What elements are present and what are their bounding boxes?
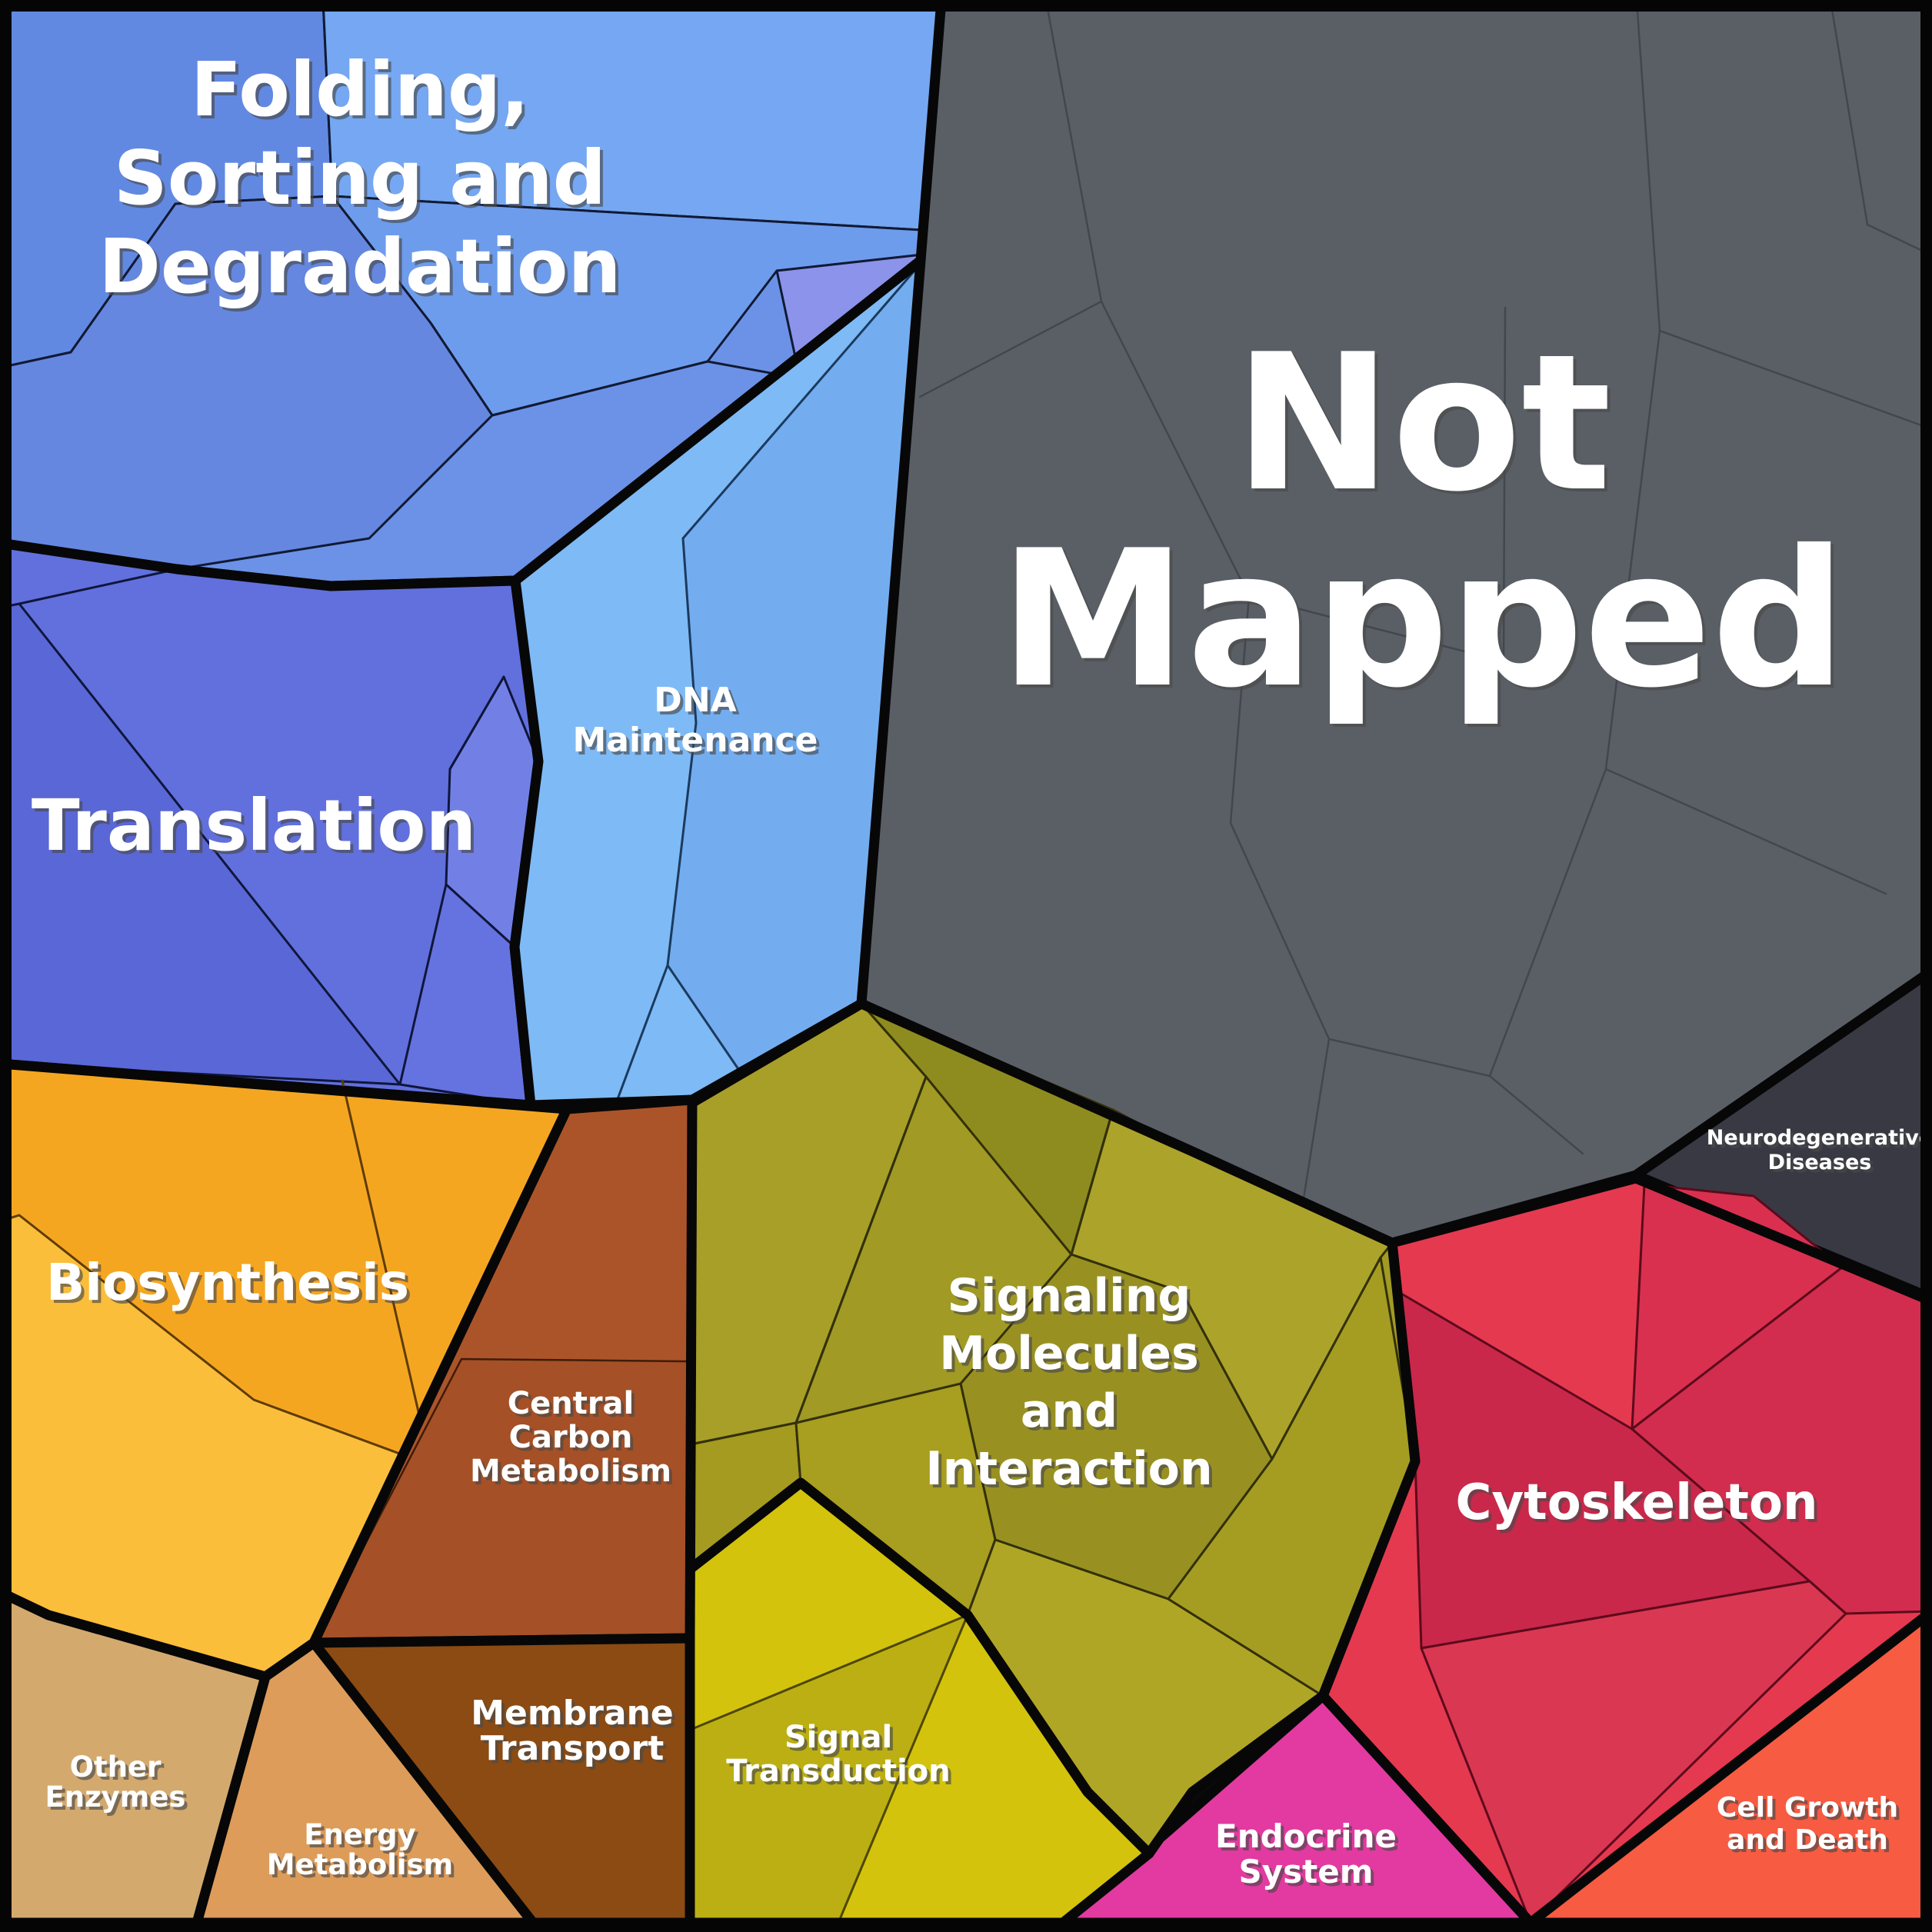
subline-not-mapped-3 (1302, 1038, 1331, 1200)
subline-not-mapped-2 (1229, 595, 1331, 1041)
subline-not-mapped-9 (1829, 0, 1932, 257)
subline-not-mapped-4 (1327, 1038, 1491, 1078)
subline-translation-0 (18, 568, 178, 605)
region-cell-neurodegenerative-diseases[interactable] (1636, 971, 1932, 1298)
subline-not-mapped-1 (1100, 300, 1251, 598)
region-cell-energy-metabolism[interactable] (197, 1643, 533, 1923)
subline-not-mapped-6 (1658, 329, 1932, 431)
region-border-other-enzymes (0, 1587, 271, 1928)
region-signaling-molecules-and-interaction: SignalingSignalingMoleculesMoleculesanda… (683, 998, 1421, 1859)
subline-not-mapped-0 (1044, 0, 1103, 303)
subline-dna-maintenance-0 (614, 964, 669, 1107)
subline-not-mapped-11 (1247, 595, 1505, 663)
region-cell-other-enzymes[interactable] (0, 1592, 265, 1923)
region-cell-not-mapped[interactable] (861, 0, 1932, 1243)
subline-translation-1 (448, 675, 505, 771)
region-cell-membrane-transport[interactable] (314, 1638, 690, 1923)
subline-signaling-molecules-and-interaction-1 (794, 1075, 928, 1424)
subline-not-mapped-10 (1488, 1074, 1584, 1155)
region-cell-endocrine-system[interactable] (1063, 1696, 1531, 1923)
subline-not-mapped-8 (918, 300, 1103, 398)
subcell-folding-sorting-degradation-4[interactable] (0, 195, 494, 571)
subline-not-mapped-7 (1604, 768, 1887, 895)
subline-folding-sorting-degradation-0 (491, 360, 709, 417)
subline-not-mapped-12 (1502, 306, 1507, 663)
subline-cytoskeleton-0 (1808, 1580, 1847, 1615)
subline-biosynthesis-0 (341, 1079, 432, 1467)
subline-not-mapped-5 (1488, 0, 1661, 1078)
subline-signaling-molecules-and-interaction-0 (1070, 1108, 1114, 1256)
subcell-folding-sorting-degradation-1[interactable] (321, 0, 943, 232)
